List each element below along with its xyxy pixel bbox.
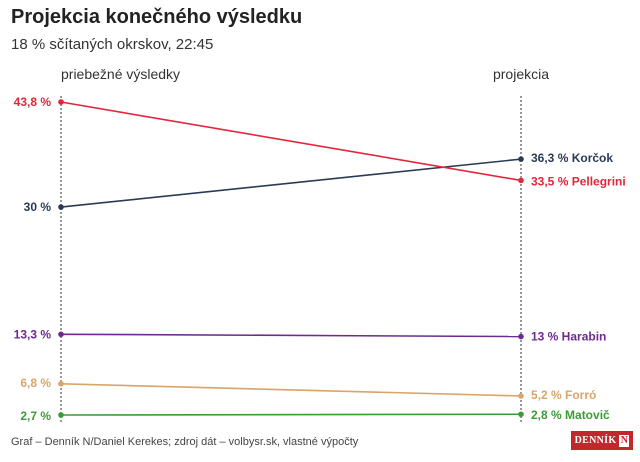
series-point-start-forró bbox=[58, 380, 64, 387]
end-label-forró: 5,2 % Forró bbox=[531, 388, 596, 402]
end-label-korčok: 36,3 % Korčok bbox=[531, 151, 613, 165]
series-point-end-forró bbox=[518, 393, 524, 399]
end-label-harabin: 13 % Harabin bbox=[531, 330, 606, 344]
start-label-harabin: 13,3 % bbox=[14, 327, 52, 341]
dennik-n-logo: DENNÍK N bbox=[571, 431, 633, 450]
column-header-projection: projekcia bbox=[493, 66, 549, 82]
series-line-harabin bbox=[60, 333, 522, 338]
start-label-pellegrini: 43,8 % bbox=[14, 95, 52, 109]
series-line-forró bbox=[60, 382, 522, 397]
series-point-start-korčok bbox=[58, 204, 64, 210]
series-line-matovič bbox=[60, 413, 522, 416]
logo-mark-icon: N bbox=[619, 434, 630, 447]
series-point-start-matovič bbox=[58, 412, 64, 418]
start-label-forró: 6,8 % bbox=[20, 376, 51, 390]
chart-subtitle: 18 % sčítaných okrskov, 22:45 bbox=[11, 36, 214, 53]
series-point-start-pellegrini bbox=[58, 99, 64, 105]
logo-text: DENNÍK bbox=[574, 435, 617, 446]
series-point-end-pellegrini bbox=[518, 177, 524, 184]
slope-chart: priebežné výsledky projekcia 30 % 36,3 % Ko… bbox=[14, 66, 626, 423]
end-label-pellegrini: 33,5 % Pellegrini bbox=[531, 174, 626, 188]
start-label-korčok: 30 % bbox=[24, 200, 52, 214]
series-line-korčok bbox=[60, 158, 522, 208]
column-header-current: priebežné výsledky bbox=[61, 66, 180, 82]
series-point-end-harabin bbox=[518, 333, 524, 340]
source-credit: Graf – Denník N/Daniel Kerekes; zdroj dá… bbox=[11, 436, 359, 448]
chart-title: Projekcia konečného výsledku bbox=[11, 6, 303, 28]
series-point-end-korčok bbox=[518, 156, 524, 162]
series-point-end-matovič bbox=[518, 411, 524, 418]
series-point-start-harabin bbox=[58, 331, 64, 338]
start-label-matovič: 2,7 % bbox=[20, 409, 51, 423]
end-label-matovič: 2,8 % Matovič bbox=[531, 408, 610, 422]
series-line-pellegrini bbox=[60, 101, 522, 182]
